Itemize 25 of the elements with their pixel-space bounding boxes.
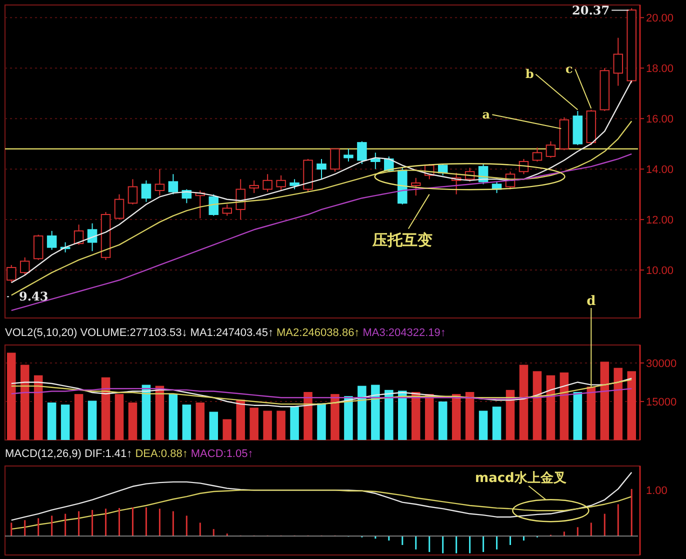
annotation: 9.43 — [19, 290, 48, 304]
annotation: macd水上金叉 — [475, 471, 566, 486]
text: MA3:204322.19↑ — [362, 327, 446, 339]
y-tick-label: 18.00 — [646, 62, 674, 75]
chart-title: VOL2(5,10,20) VOLUME:277103.53↓ — [5, 327, 190, 339]
text: 1.00 — [646, 484, 668, 497]
annotation: b — [525, 67, 534, 82]
text: MACD:1.05↑ — [190, 448, 254, 460]
y-tick-label: 16.00 — [646, 113, 674, 126]
y-tick-label: 10.00 — [646, 264, 674, 277]
y-tick-label: 30000 — [646, 358, 677, 370]
y-tick-label: 12.00 — [646, 214, 674, 226]
y-tick-label: 15000 — [646, 396, 677, 408]
chart-title: MACD(12,26,9) — [5, 448, 84, 460]
annotation: d — [586, 294, 596, 309]
y-tick-label: 20.00 — [646, 12, 674, 24]
annotation: a — [482, 108, 490, 122]
text: DEA:0.88↑ — [135, 448, 191, 460]
y-tick-label: 14.00 — [646, 164, 674, 176]
annotation: 压托互变 — [371, 230, 432, 249]
annotation: c — [566, 62, 573, 76]
annotation: 20.37 — [572, 3, 610, 18]
text: MA1:247403.45↑ — [190, 327, 277, 339]
text: DIF:1.41↑ — [84, 448, 136, 460]
text: MA2:246038.86↑ — [276, 327, 363, 339]
